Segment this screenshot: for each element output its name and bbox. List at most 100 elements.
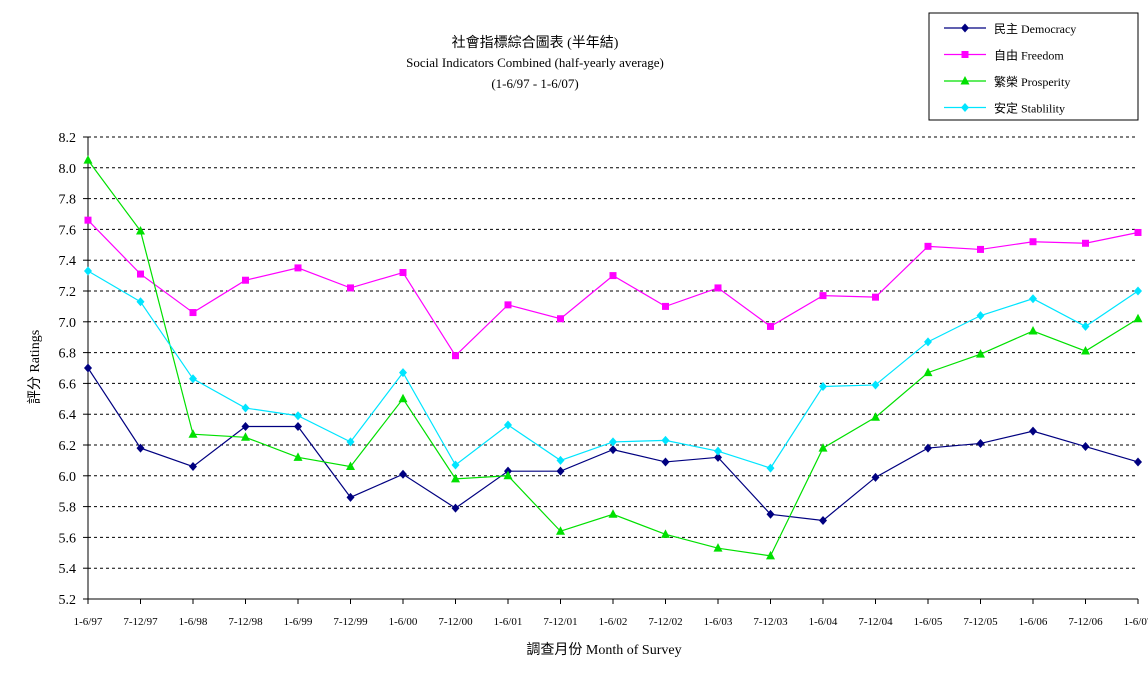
- data-point: [661, 435, 670, 445]
- legend-label: 繁榮 Prosperity: [994, 74, 1070, 89]
- data-point: [398, 393, 408, 403]
- series-0: [84, 363, 1142, 525]
- data-point: [84, 363, 92, 373]
- data-point: [871, 412, 880, 421]
- data-point: [871, 380, 880, 390]
- data-point: [346, 461, 355, 471]
- x-axis-label: 調查月份 Month of Survey: [526, 642, 681, 658]
- data-point: [714, 452, 722, 462]
- data-point: [819, 292, 827, 300]
- legend-label: 民主 Democracy: [994, 22, 1076, 36]
- data-point: [1082, 239, 1089, 247]
- data-point: [1029, 238, 1037, 246]
- y-tick-label: 5.6: [59, 531, 77, 546]
- y-tick-label: 7.6: [59, 223, 77, 238]
- x-tick-label: 1-6/06: [1019, 616, 1048, 628]
- legend-marker: [961, 103, 969, 112]
- legend-item: 自由 Freedom: [944, 49, 1064, 63]
- data-point: [1029, 426, 1037, 436]
- data-point: [923, 367, 933, 377]
- data-point: [452, 352, 459, 360]
- data-point: [294, 422, 302, 432]
- legend-item: 安定 Stablility: [944, 101, 1065, 116]
- data-point: [661, 457, 670, 467]
- y-tick-label: 7.4: [59, 254, 77, 269]
- data-point: [242, 276, 249, 284]
- data-point: [1081, 346, 1090, 355]
- data-point: [136, 297, 145, 307]
- gridlines: [88, 136, 1138, 569]
- data-point: [661, 529, 670, 538]
- x-tick-label: 7-12/97: [123, 616, 158, 628]
- series-2: [83, 155, 1143, 560]
- data-point: [136, 225, 145, 235]
- data-point: [766, 463, 775, 473]
- y-tick-label: 8.2: [59, 131, 77, 146]
- data-point: [136, 443, 145, 453]
- series-3: [84, 266, 1142, 473]
- data-point: [609, 445, 617, 455]
- y-tick-label: 7.8: [59, 193, 77, 208]
- legend-marker: [961, 23, 969, 33]
- data-point: [189, 374, 197, 384]
- x-tick-label: 1-6/03: [704, 616, 733, 628]
- data-point: [713, 543, 723, 552]
- legend-marker: [960, 76, 970, 85]
- data-point: [976, 349, 985, 358]
- x-tick-label: 1-6/07: [1124, 616, 1148, 628]
- data-point: [609, 437, 617, 447]
- data-point: [294, 411, 302, 421]
- data-point: [451, 460, 460, 470]
- data-point: [872, 293, 879, 301]
- legend-marker: [961, 51, 969, 58]
- y-tick-label: 5.4: [59, 562, 77, 577]
- y-tick-label: 6.6: [59, 377, 77, 392]
- data-point: [83, 155, 93, 164]
- y-tick-label: 7.0: [59, 316, 77, 331]
- data-point: [1028, 326, 1038, 335]
- x-tick-label: 7-12/04: [858, 616, 893, 628]
- data-point: [399, 469, 407, 479]
- data-point: [556, 455, 565, 465]
- data-point: [189, 462, 197, 472]
- y-tick-label: 5.8: [59, 501, 77, 516]
- data-point: [1134, 457, 1142, 467]
- data-point: [767, 322, 774, 330]
- chart-title: 社會指標綜合圖表 (半年結): [452, 35, 619, 51]
- x-tick-label: 7-12/00: [438, 616, 473, 628]
- data-point: [399, 368, 407, 378]
- legend-label: 自由 Freedom: [994, 49, 1064, 63]
- y-tick-label: 6.4: [59, 408, 77, 423]
- data-point: [1081, 442, 1090, 452]
- y-tick-labels: 5.2 5.4 5.6 5.8 6.0 6.2 6.4 6.6 6.8 7.0 7.2 7.4 7.6 7…: [59, 131, 77, 608]
- y-tick-label: 8.0: [59, 162, 77, 177]
- x-tick-label: 7-12/01: [543, 616, 577, 628]
- y-tick-label: 6.2: [59, 439, 77, 454]
- data-point: [714, 446, 722, 456]
- x-tick-labels: 1-6/97 7-12/97 1-6/98 7-12/98 1-6/99 7-12/99 1…: [74, 616, 1148, 628]
- data-point: [399, 269, 407, 277]
- data-point: [871, 472, 880, 482]
- data-point: [503, 470, 513, 480]
- data-point: [241, 422, 250, 432]
- data-point: [504, 301, 512, 309]
- data-point: [976, 311, 985, 321]
- data-point: [662, 302, 669, 310]
- data-point: [924, 443, 932, 453]
- data-point: [347, 284, 354, 292]
- data-point: [924, 337, 932, 347]
- x-tick-label: 1-6/02: [599, 616, 628, 628]
- x-tick-label: 7-12/02: [648, 616, 682, 628]
- y-tick-label: 5.2: [59, 593, 77, 608]
- x-tick-label: 7-12/06: [1068, 616, 1103, 628]
- data-point: [241, 432, 250, 441]
- data-point: [819, 515, 827, 525]
- chart-date-range: (1-6/97 - 1-6/07): [491, 76, 578, 91]
- x-tick-label: 1-6/99: [284, 616, 313, 628]
- series-lines: [83, 155, 1143, 560]
- data-point: [188, 429, 198, 438]
- y-tick-label: 6.8: [59, 347, 77, 362]
- y-axis-label: 評分 Ratings: [27, 330, 43, 404]
- x-tick-label: 7-12/98: [228, 616, 263, 628]
